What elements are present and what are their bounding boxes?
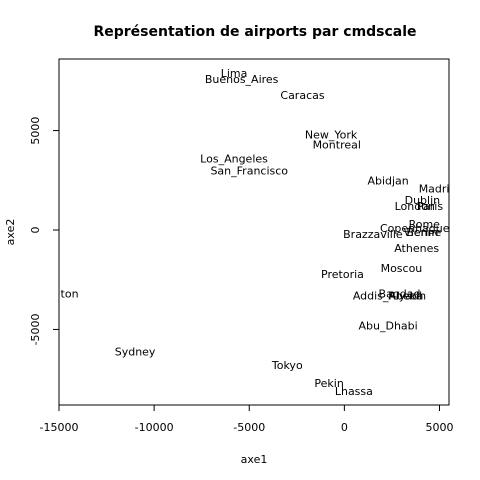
x-tick-label: 0 xyxy=(341,421,348,434)
point-label: Madrid xyxy=(419,182,457,195)
point-label: Berlin xyxy=(406,226,438,239)
point-label: Tokyo xyxy=(271,359,303,372)
point-label: Addis_Abeba xyxy=(353,290,424,303)
point-label: Brazzaville xyxy=(343,228,403,241)
point-label: Caracas xyxy=(280,89,324,102)
y-axis-label: axe2 xyxy=(4,219,17,246)
x-tick-label: -5000 xyxy=(233,421,265,434)
point-label: Pekin xyxy=(314,377,343,390)
y-tick-label: -5000 xyxy=(29,313,42,345)
point-label: Abu_Dhabi xyxy=(359,319,418,332)
y-axis: -5000 0 5000 xyxy=(29,117,60,345)
point-label: Lhassa xyxy=(335,385,373,398)
y-tick-label: 5000 xyxy=(29,117,42,145)
point-label: Lima xyxy=(221,67,248,80)
point-label: Paris xyxy=(417,200,443,213)
point-label: Copenhague xyxy=(380,222,450,235)
point-label: Montreal xyxy=(313,139,361,152)
point-label: San_Francisco xyxy=(210,164,288,177)
point-label: Buenos_Aires xyxy=(205,73,279,86)
point-label: New_York xyxy=(305,129,358,142)
x-tick-label: -15000 xyxy=(40,421,79,434)
y-tick-label: 0 xyxy=(29,227,42,234)
point-label: Vienne xyxy=(403,226,441,239)
x-axis: -15000 -10000 -5000 0 5000 xyxy=(40,404,453,434)
x-axis-label: axe1 xyxy=(241,453,268,466)
point-label: Bagdad xyxy=(379,288,421,301)
point-label: Sydney xyxy=(115,345,156,358)
point-label: Abidjan xyxy=(367,174,408,187)
point-label: London xyxy=(395,200,435,213)
point-label: Rome xyxy=(409,218,441,231)
point-label: Los_Angeles xyxy=(200,152,268,165)
point-label: Dublin xyxy=(405,194,441,207)
point-label: Moscou xyxy=(381,262,423,275)
point-label: Wellington xyxy=(20,288,78,301)
x-tick-label: 5000 xyxy=(425,421,453,434)
point-label: Pretoria xyxy=(321,268,364,281)
chart-title: Représentation de airports par cmdscale xyxy=(93,24,416,40)
point-label: Riyadh xyxy=(388,290,426,303)
x-tick-label: -10000 xyxy=(135,421,174,434)
point-label: Athenes xyxy=(394,242,439,255)
